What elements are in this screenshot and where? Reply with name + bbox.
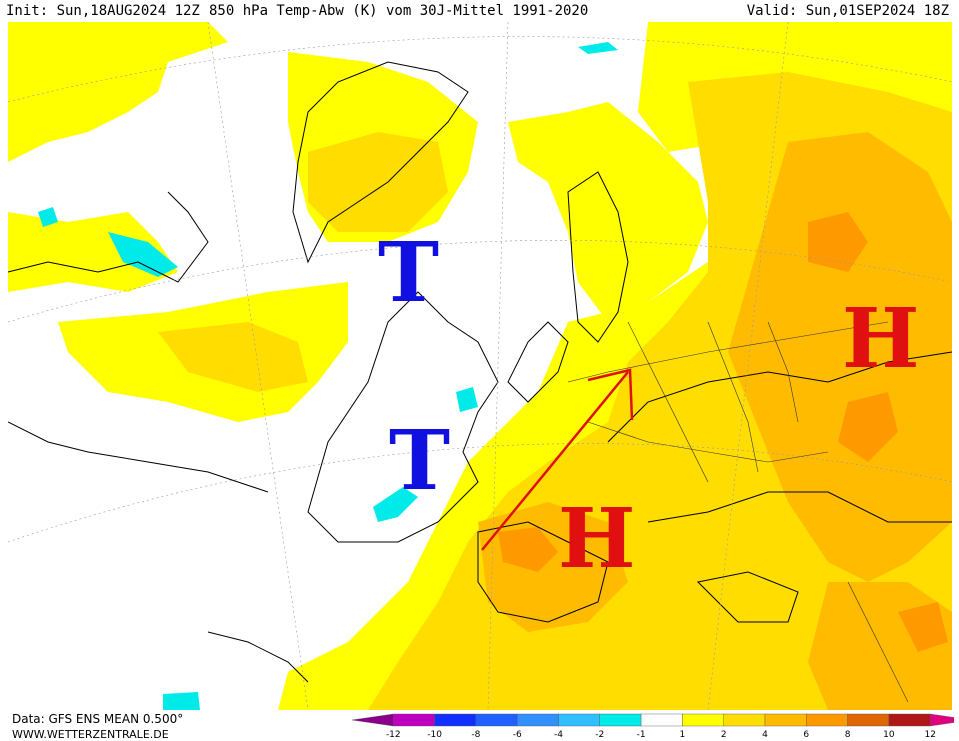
- website-url: WWW.WETTERZENTRALE.DE: [12, 728, 169, 741]
- legend-color-box: [475, 713, 518, 727]
- map-title: 850 hPa Temp-Abw (K) vom 30J-Mittel 1991…: [209, 3, 589, 19]
- legend-color-box: [558, 713, 600, 727]
- legend-tick-label: -4: [554, 730, 563, 740]
- legend-tick-label: -6: [513, 730, 522, 740]
- legend-color-box: [640, 713, 683, 727]
- graticule: [8, 22, 952, 710]
- legend-color-box: [723, 713, 766, 727]
- legend-color-box: [930, 713, 954, 727]
- legend-color-box: [599, 713, 642, 727]
- legend-tick-label: 2: [721, 730, 727, 740]
- data-source: Data: GFS ENS MEAN 0.500°: [12, 712, 184, 726]
- low-pressure-marker: T: [378, 225, 440, 321]
- legend-tick-label: -12: [386, 730, 401, 740]
- legend-tick-label: 8: [845, 730, 851, 740]
- anomaly-cyan: [38, 42, 618, 710]
- legend-color-box: [434, 713, 477, 727]
- country-borders: [567, 321, 909, 703]
- color-legend: -12 -10 -8 -6 -4 -2 -1 1 2 4 6 8 10 12: [351, 713, 954, 740]
- high-pressure-marker: H: [842, 291, 920, 387]
- legend-color-box: [516, 713, 559, 727]
- init-time: Init: Sun,18AUG2024 12Z: [6, 3, 200, 19]
- legend-color-box: [682, 713, 724, 727]
- map-header: Init: Sun,18AUG2024 12Z 850 hPa Temp-Abw…: [0, 0, 959, 22]
- high-pressure-marker: H: [558, 491, 636, 587]
- legend-color-box: [847, 713, 890, 727]
- legend-tick-label: 6: [803, 730, 809, 740]
- valid-time: Valid: Sun,01SEP2024 18Z: [746, 3, 949, 19]
- legend-tick-label: -1: [637, 730, 646, 740]
- low-pressure-marker: T: [389, 413, 451, 509]
- legend-color-box: [806, 713, 848, 727]
- legend-tick-label: 10: [883, 730, 895, 740]
- legend-tick-label: -10: [427, 730, 442, 740]
- legend-tick-label: 4: [762, 730, 768, 740]
- legend-color-box: [888, 713, 931, 727]
- legend-color-box: [393, 713, 435, 727]
- anomaly-darkorange: [498, 212, 948, 652]
- legend-color-box: [764, 713, 807, 727]
- coastlines: [8, 61, 952, 683]
- legend-tick-label: 1: [680, 730, 686, 740]
- temperature-anomaly-map: [8, 22, 952, 710]
- legend-tick-label: -2: [595, 730, 604, 740]
- legend-tick-label: 12: [924, 730, 935, 740]
- movement-arrow: [481, 368, 634, 551]
- legend-tick-label: -8: [471, 730, 480, 740]
- legend-color-box: [351, 713, 394, 727]
